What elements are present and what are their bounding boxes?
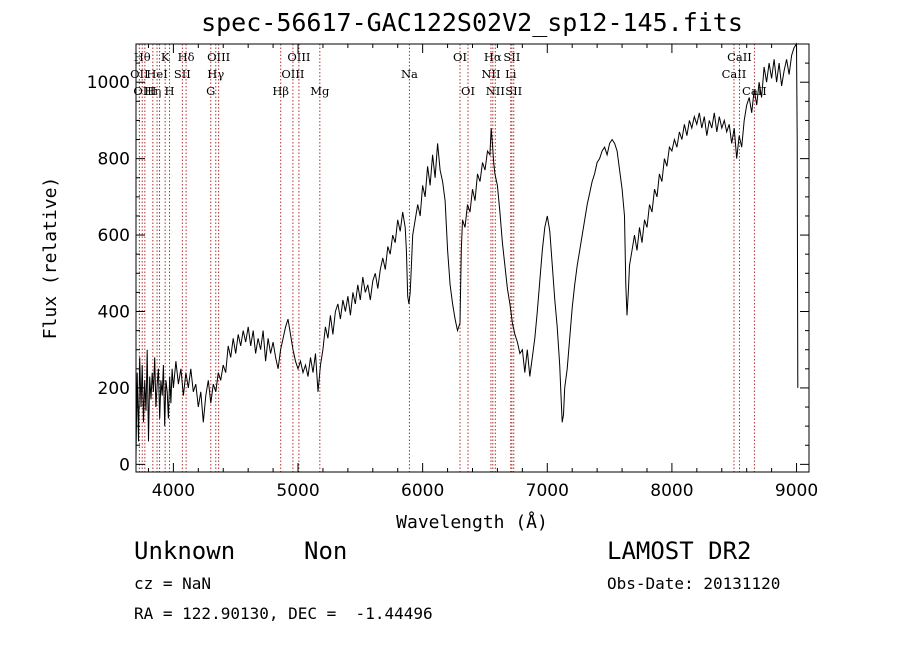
- emission-line-markers: OIIHθOIIIHηHeIKHSIIHδGHγOIIIHβOIIIOIIIMg…: [130, 44, 767, 472]
- y-tick-label: 1000: [87, 73, 130, 93]
- chart-title: spec-56617-GAC122S02V2_sp12-145.fits: [201, 8, 743, 37]
- line-marker-label: Hα: [484, 50, 502, 64]
- line-marker-label: Hθ: [134, 50, 151, 64]
- line-marker-label: CaII: [722, 67, 747, 81]
- x-axis: 4000 5000 6000 7000 8000 9000: [147, 44, 818, 501]
- y-tick-label: 600: [98, 226, 130, 246]
- line-marker-label: HeI: [146, 67, 167, 81]
- line-marker-label: Hγ: [207, 67, 224, 81]
- y-tick-label: 200: [98, 379, 130, 399]
- survey-name: LAMOST DR2: [607, 537, 752, 565]
- x-tick-label: 5000: [276, 481, 319, 501]
- line-marker-label: Li: [505, 67, 517, 81]
- y-tick-label: 0: [119, 455, 130, 475]
- redshift-readout: cz = NaN: [134, 574, 212, 593]
- x-tick-label: 8000: [650, 481, 693, 501]
- line-marker-label: K: [161, 50, 170, 64]
- spectrum-series-line: [135, 42, 799, 457]
- line-marker-label: OIII: [281, 67, 304, 81]
- y-tick-label: 400: [98, 303, 130, 323]
- line-marker-label: NII: [486, 84, 505, 98]
- plot-frame: [135, 43, 810, 473]
- line-marker-label: SII: [505, 84, 522, 98]
- line-marker-label: H: [165, 84, 175, 98]
- line-marker-label: Na: [401, 67, 418, 81]
- line-marker-label: OIII: [133, 84, 156, 98]
- x-axis-label: Wavelength (Å): [396, 511, 548, 533]
- object-class: Unknown: [134, 537, 236, 565]
- line-marker-label: Hβ: [272, 84, 289, 98]
- line-marker-label: G: [206, 84, 215, 98]
- y-axis-label: Flux (relative): [40, 177, 61, 340]
- object-subclass: Non: [304, 537, 348, 565]
- line-marker-label: SII: [174, 67, 191, 81]
- line-marker-label: OIII: [287, 50, 310, 64]
- line-marker-label: OII: [130, 67, 149, 81]
- x-tick-label: 7000: [526, 481, 569, 501]
- x-tick-label: 4000: [152, 481, 195, 501]
- line-marker-label: SII: [503, 50, 520, 64]
- line-marker-label: Hδ: [178, 50, 195, 64]
- line-marker-label: Mg: [310, 84, 330, 98]
- line-marker-label: OI: [453, 50, 467, 64]
- x-tick-label: 6000: [401, 481, 444, 501]
- coordinates: RA = 122.90130, DEC = -1.44496: [134, 604, 433, 623]
- y-tick-label: 800: [98, 150, 130, 170]
- line-marker-label: OIII: [207, 50, 230, 64]
- obs-date: Obs-Date: 20131120: [607, 574, 781, 593]
- line-marker-label: Hη: [144, 84, 161, 98]
- y-axis: 0 200 400 600 800 1000: [87, 62, 809, 475]
- line-marker-label: NII: [481, 67, 500, 81]
- line-marker-label: OI: [461, 84, 475, 98]
- x-tick-label: 9000: [775, 481, 818, 501]
- line-marker-label: CaII: [727, 50, 752, 64]
